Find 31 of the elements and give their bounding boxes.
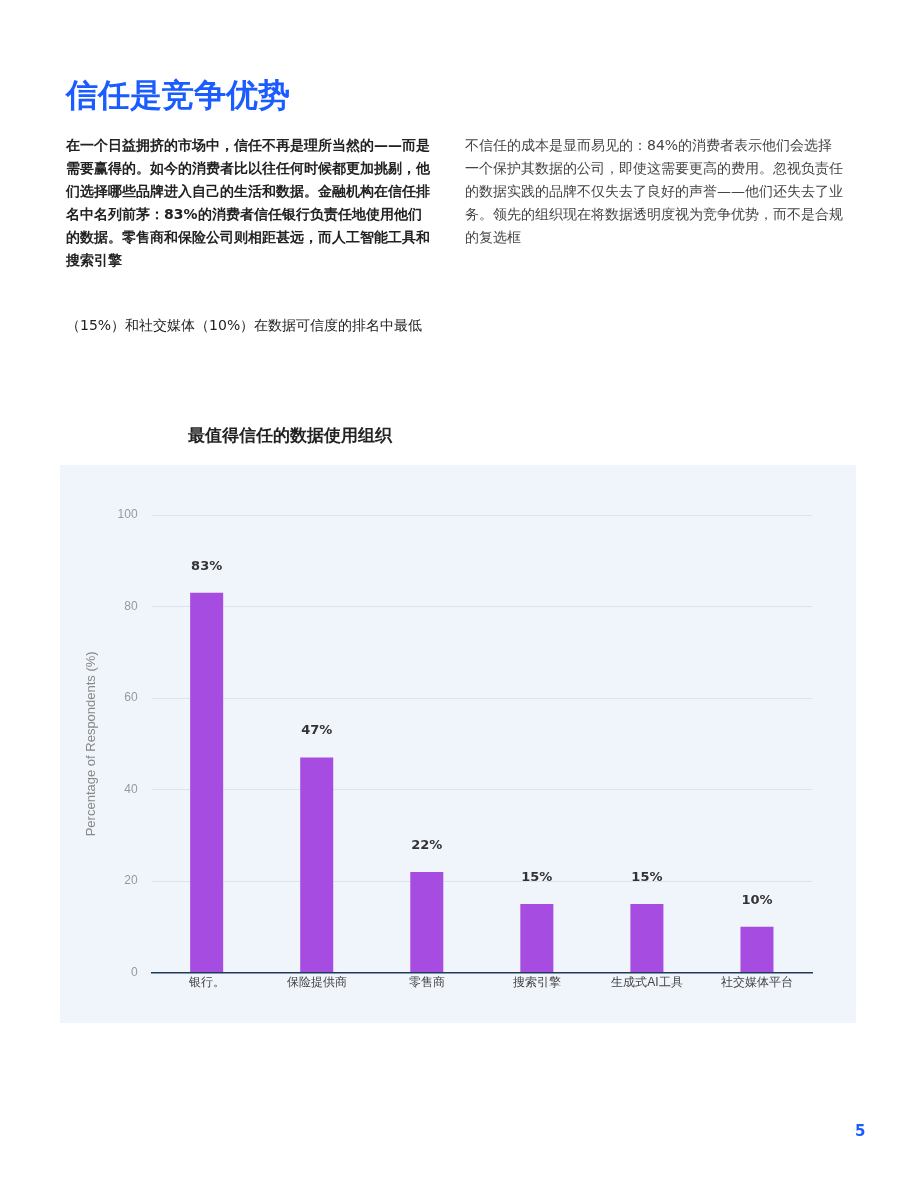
text: 在一个日益拥挤的市场中，信任不再是理所当然的——而是需要赢得的。如今的消费者比以往任何时候都更加挑剔，他们选择哪些品牌进入自己的生活和数据。金融机构在信任排名中名列前茅：83%的消费者信任银行负责任地使用他们的数据。零售商和保险公司则相距甚远，而人工智能工具和搜索引擎 <box>66 136 431 270</box>
y-tick-label: 20 <box>124 873 138 888</box>
chart-title: 最值得信任的数据使用组织 <box>187 424 394 447</box>
data-label: 15% <box>631 868 663 884</box>
x-tick-label: 零售商 <box>408 975 445 990</box>
x-tick-label: 银行。 <box>187 975 225 990</box>
data-label: 83% <box>191 557 223 573</box>
y-tick-label: 40 <box>124 781 138 796</box>
y-tick-label: 100 <box>117 507 138 522</box>
x-tick-label: 保险提供商 <box>286 975 347 990</box>
bar <box>300 757 334 973</box>
y-tick-label: 60 <box>124 690 138 705</box>
bar <box>740 926 774 973</box>
bar <box>520 903 554 973</box>
x-tick-label: 生成式AI工具 <box>611 975 683 990</box>
data-label: 47% <box>301 722 333 738</box>
text: 不信任的成本是显而易见的：84%的消费者表示他们会选择一个保护其数据的公司，即使这需要更高的费用。忽视负责任的数据实践的品牌不仅失去了良好的声誉——他们还失去了业务。领先的组织现在将数据透明度视为竞争优势，而不是合规的复选框 <box>465 136 844 247</box>
data-label: 22% <box>411 836 443 852</box>
text: （15%）和社交媒体（10%）在数据可信度的排名中最低 <box>66 316 424 335</box>
y-tick-label: 80 <box>124 598 138 613</box>
bar <box>630 903 664 973</box>
x-tick-label: 社交媒体平台 <box>720 975 793 990</box>
y-axis-title: Percentage of Respondents (%) <box>83 651 99 837</box>
text: 5 <box>855 1122 866 1140</box>
bar <box>190 592 224 973</box>
y-tick-label: 0 <box>130 964 138 979</box>
text: 信任是竞争优势 <box>66 75 290 116</box>
data-label: 10% <box>741 891 773 907</box>
data-label: 15% <box>521 868 553 884</box>
x-tick-label: 搜索引擎 <box>512 975 561 990</box>
bar <box>410 871 444 973</box>
